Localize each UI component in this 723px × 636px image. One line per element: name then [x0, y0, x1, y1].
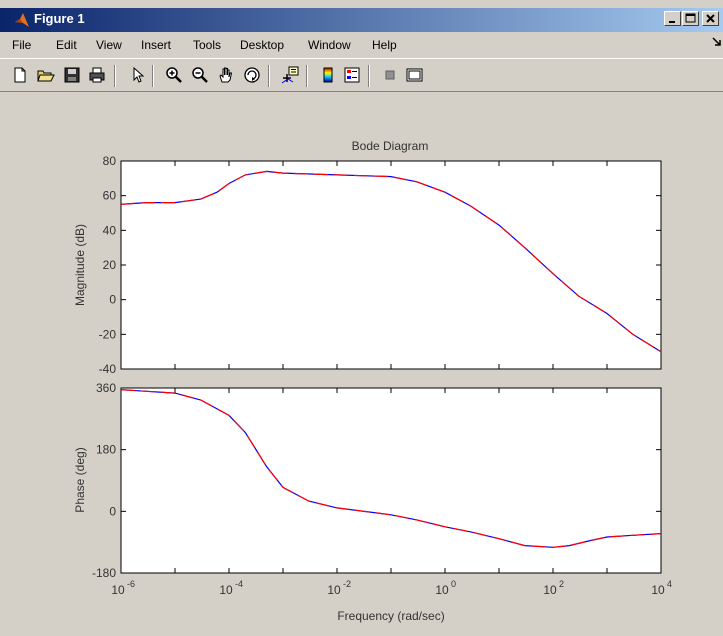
x-tick-label-exponent: 4	[667, 579, 672, 589]
menu-view[interactable]: View	[96, 38, 122, 52]
menu-window[interactable]: Window	[308, 38, 351, 52]
print-icon[interactable]	[87, 65, 107, 85]
x-tick-label-exponent: 2	[559, 579, 564, 589]
magnitude-curve-red	[120, 170, 662, 353]
toolbar-separator	[306, 65, 308, 87]
toolbar	[0, 58, 723, 92]
rotate-3d-icon[interactable]	[242, 65, 262, 85]
new-file-icon[interactable]	[10, 65, 30, 85]
x-tick-label-exponent: 0	[451, 579, 456, 589]
figure-canvas: Bode Diagram 80 60 40 20 0 -20 -40 Magnitude (…	[8, 94, 723, 636]
legend-icon[interactable]	[342, 65, 362, 85]
save-icon[interactable]	[62, 65, 82, 85]
x-tick-label-base: 10	[219, 583, 233, 597]
minimize-button[interactable]	[664, 11, 681, 26]
phase-axes	[120, 387, 662, 574]
menu-insert[interactable]: Insert	[141, 38, 172, 52]
zoom-in-icon[interactable]	[164, 65, 184, 85]
open-folder-icon[interactable]	[36, 65, 56, 85]
magnitude-ytick-label: 0	[109, 293, 116, 307]
x-tick-label-exponent: -2	[343, 579, 351, 589]
magnitude-axes	[120, 160, 662, 370]
phase-curve-red	[120, 389, 662, 548]
zoom-out-icon[interactable]	[190, 65, 210, 85]
magnitude-ytick-label: 40	[103, 223, 117, 237]
toolbar-separator	[268, 65, 270, 87]
phase-ytick-label: -180	[92, 566, 116, 580]
x-tick-label-exponent: -4	[235, 579, 243, 589]
toolbar-separator	[152, 65, 154, 87]
menu-tools[interactable]: Tools	[193, 38, 222, 52]
title-bar: Figure 1	[0, 8, 723, 32]
data-cursor-icon[interactable]	[280, 65, 300, 85]
x-tick-label-exponent: -6	[127, 579, 135, 589]
menu-help[interactable]: Help	[372, 38, 397, 52]
x-tick-label-base: 10	[435, 583, 449, 597]
magnitude-y-label: Magnitude (dB)	[73, 224, 87, 306]
menu-file[interactable]: File	[12, 38, 32, 52]
hide-plot-tools-icon[interactable]	[380, 65, 400, 85]
x-axis-label: Frequency (rad/sec)	[337, 609, 444, 623]
toolbar-separator	[114, 65, 116, 87]
x-tick-label-base: 10	[651, 583, 665, 597]
phase-ytick-label: 180	[96, 443, 116, 457]
minimize-icon	[669, 21, 675, 23]
close-button[interactable]	[702, 11, 719, 26]
magnitude-ytick-label: -40	[99, 362, 117, 376]
x-tick-label-base: 10	[543, 583, 557, 597]
magnitude-ytick-label: -20	[99, 327, 117, 341]
x-tick-label-base: 10	[327, 583, 341, 597]
x-tick-label-base: 10	[111, 583, 125, 597]
phase-y-label: Phase (deg)	[73, 447, 87, 512]
menu-bar: File Edit View Insert Tools Desktop Wind…	[0, 34, 723, 56]
chart-title: Bode Diagram	[352, 139, 429, 153]
phase-ytick-label: 360	[96, 381, 116, 395]
close-icon	[706, 14, 715, 23]
arrow-pointer-icon[interactable]	[128, 65, 148, 85]
maximize-icon	[685, 13, 696, 23]
window-title: Figure 1	[34, 11, 85, 26]
magnitude-ytick-label: 60	[103, 189, 117, 203]
dock-arrow-icon[interactable]	[712, 37, 722, 47]
matlab-logo-icon	[15, 13, 29, 27]
phase-ytick-label: 0	[109, 504, 116, 518]
maximize-button[interactable]	[682, 11, 699, 26]
menu-desktop[interactable]: Desktop	[240, 38, 285, 52]
toolbar-separator	[368, 65, 370, 87]
pan-hand-icon[interactable]	[216, 65, 236, 85]
show-plot-tools-icon[interactable]	[404, 65, 424, 85]
colorbar-icon[interactable]	[318, 65, 338, 85]
magnitude-ytick-label: 20	[103, 258, 117, 272]
menu-edit[interactable]: Edit	[56, 38, 77, 52]
magnitude-ytick-label: 80	[103, 154, 117, 168]
